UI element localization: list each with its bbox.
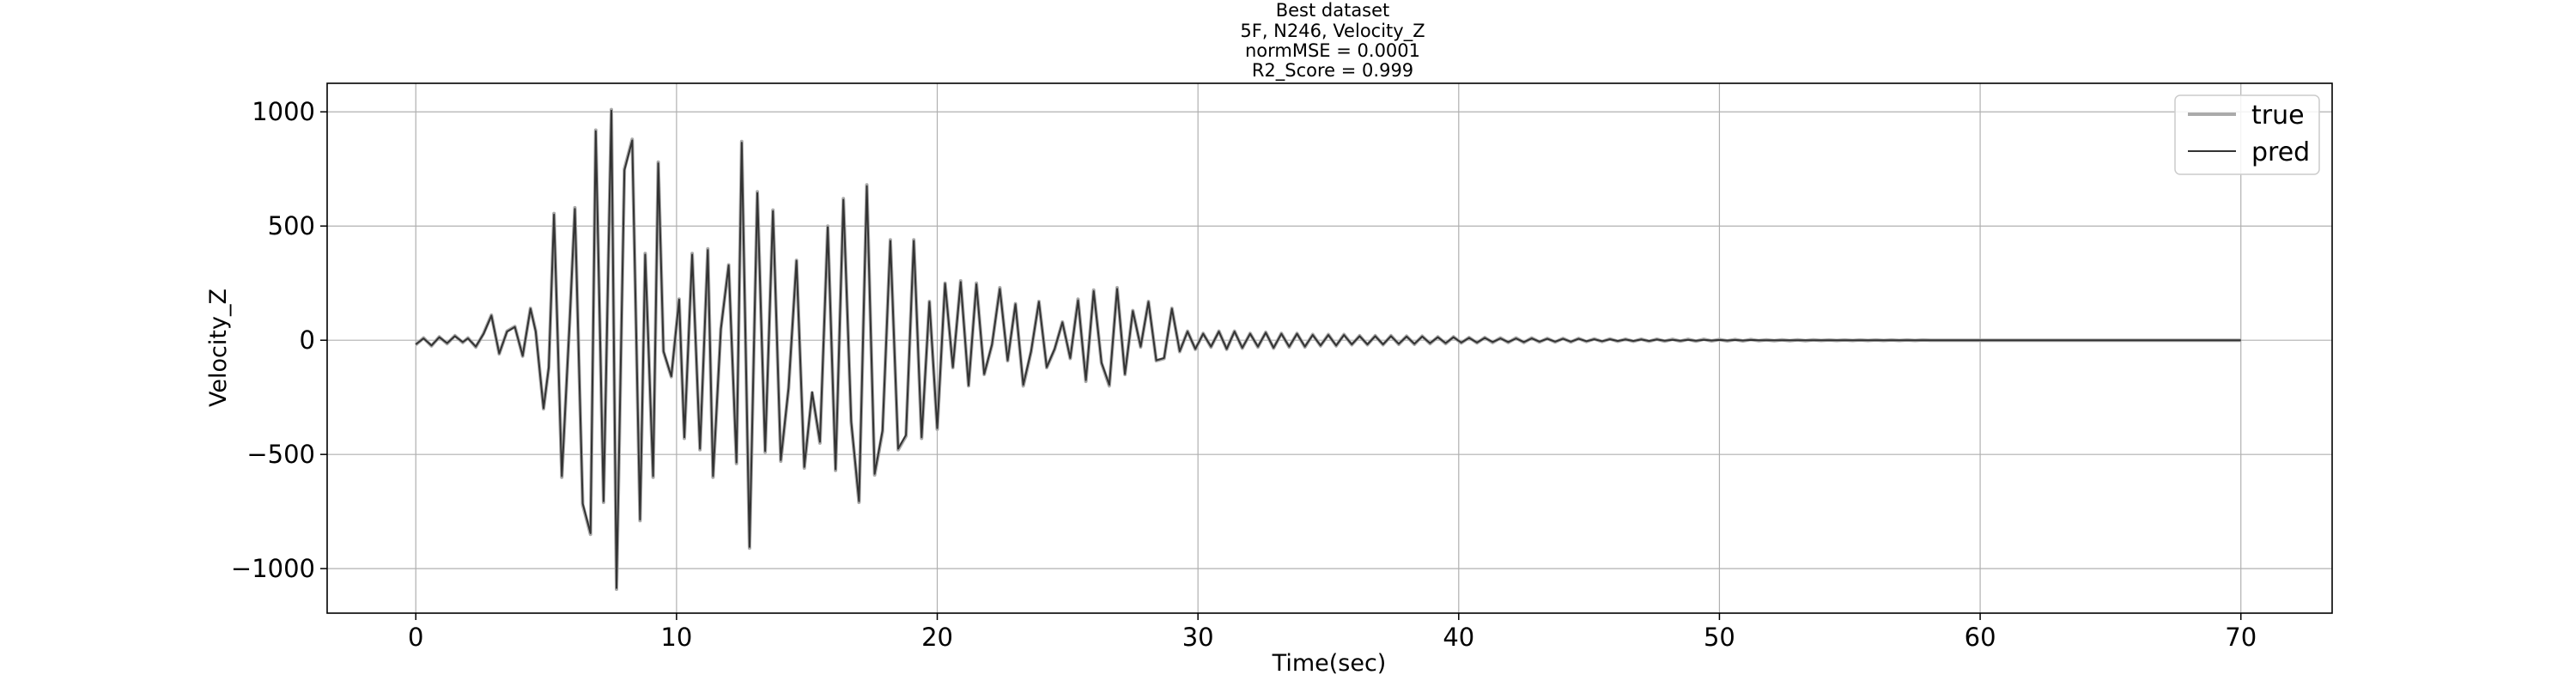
legend-label-pred: pred xyxy=(2251,137,2310,167)
y-tick-label: 0 xyxy=(300,325,315,355)
y-axis-label: Velocity_Z xyxy=(205,289,232,407)
title-line-2: 5F, N246, Velocity_Z xyxy=(1240,21,1425,42)
title-line-1: Best dataset xyxy=(1276,0,1390,21)
grid xyxy=(327,83,2332,613)
x-tick-label: 10 xyxy=(660,623,692,652)
legend: true pred xyxy=(2174,94,2320,175)
chart-title: Best dataset 5F, N246, Velocity_Z normMS… xyxy=(1240,0,1425,82)
x-tick-label: 30 xyxy=(1182,623,1214,652)
title-line-4: R2_Score = 0.999 xyxy=(1252,60,1413,82)
legend-label-true: true xyxy=(2251,100,2305,131)
y-tick-label: 500 xyxy=(268,211,315,240)
axis-ticks: 0 10 20 30 40 50 60 70 −1000 −500 0 500 1000 xyxy=(231,97,2257,652)
series-line-true xyxy=(414,107,2241,592)
y-tick-label: −1000 xyxy=(231,554,315,583)
y-tick-label: 1000 xyxy=(252,97,315,126)
plot-frame xyxy=(326,82,2333,614)
x-tick-label: 0 xyxy=(408,623,423,652)
y-tick-label: −500 xyxy=(246,440,315,469)
series-line-pred xyxy=(415,109,2241,589)
title-line-3: normMSE = 0.0001 xyxy=(1245,40,1420,61)
x-tick-label: 70 xyxy=(2225,623,2257,652)
x-tick-label: 60 xyxy=(1965,623,1996,652)
series-lines xyxy=(414,107,2241,592)
x-tick-label: 50 xyxy=(1704,623,1735,652)
x-tick-label: 20 xyxy=(921,623,953,652)
x-tick-label: 40 xyxy=(1443,623,1474,652)
x-axis-label: Time(sec) xyxy=(1272,650,1387,677)
